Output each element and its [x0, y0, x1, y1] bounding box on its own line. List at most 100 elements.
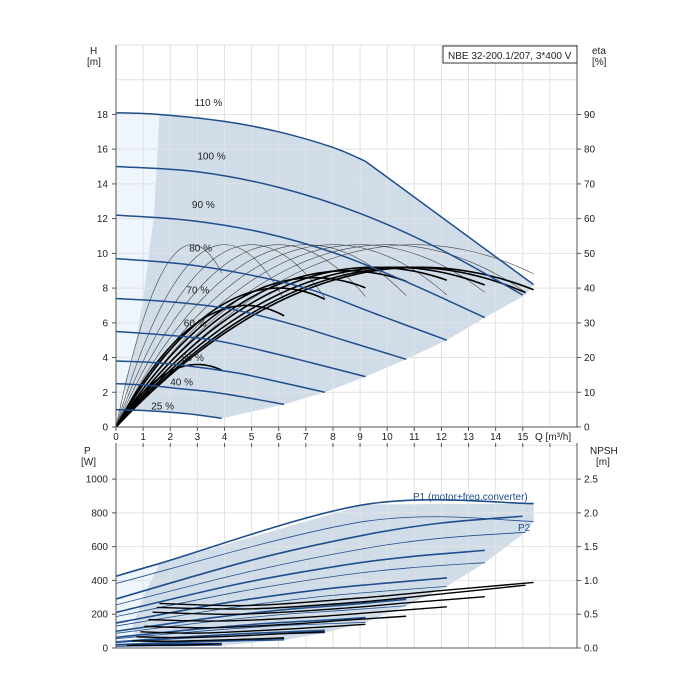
x-tick-label: 6: [276, 432, 282, 443]
eta-total-curve: [115, 266, 526, 428]
x-tick-label: 12: [436, 432, 448, 443]
eta-hydraulic-curve: [115, 244, 526, 428]
eta-total-curve: [115, 276, 366, 428]
y-tick-label: 1000: [86, 475, 109, 486]
p1-curve: [115, 549, 485, 614]
max-curve: [365, 160, 535, 286]
speed-label: 100 %: [197, 152, 225, 163]
title-box: NBE 32-200.1/207, 3*400 V: [442, 45, 578, 64]
speed-label: 110 %: [195, 98, 223, 109]
x-tick-label: 0: [113, 432, 119, 443]
eta-total-curve: [115, 266, 486, 428]
light-region: [116, 112, 160, 427]
power-npsh-chart: 0 200 400 600 800 1000 0.0 0.5 1.0 1.5 2.0 2.5: [86, 443, 598, 655]
y-tick-label: 8: [102, 284, 108, 295]
eta-hydraulic-curve: [115, 244, 366, 428]
speed-label: 60 %: [184, 318, 207, 329]
p1-curve: [115, 598, 407, 633]
y-tick-label: 10: [97, 249, 109, 260]
y-tick-label: 0: [102, 423, 108, 434]
x-tick-label: 8: [330, 432, 336, 443]
y-tick-label: 4: [102, 353, 108, 364]
npsh-curve: [148, 606, 447, 622]
npsh-curve: [132, 637, 285, 642]
p-axis-unit: [W]: [81, 457, 96, 468]
eta-hydraulic-curve: [115, 244, 485, 428]
head-curve: [115, 214, 486, 319]
x-tick-label: 15: [517, 432, 529, 443]
y2-tick-label: 2.0: [584, 508, 598, 519]
y2-tick-label: 1.0: [584, 576, 598, 587]
p2-curve: [115, 562, 485, 617]
eta-hydraulic-curve: [115, 244, 407, 428]
head-curve: [115, 330, 366, 378]
head-curve: [115, 382, 285, 406]
y2-tick-label: 30: [584, 318, 596, 329]
p2-curve: [115, 585, 447, 627]
head-curve: [115, 111, 366, 163]
chart-title: NBE 32-200.1/207, 3*400 V: [448, 51, 572, 62]
p-axis-label: P: [84, 446, 91, 457]
y2-tick-label: 90: [584, 110, 596, 121]
eta-total-curve: [115, 269, 407, 428]
y2-tick-label: 80: [584, 145, 596, 156]
y-tick-label: 0: [102, 644, 108, 655]
y-tick-label: 600: [91, 542, 108, 553]
p2-curve: [115, 531, 526, 606]
y2-tick-label: 10: [584, 388, 596, 399]
y-tick-label: 200: [91, 610, 108, 621]
p2-curve: [115, 645, 222, 647]
head-curve: [115, 408, 222, 420]
y2-tick-label: 0.5: [584, 610, 598, 621]
npsh-curve: [140, 623, 366, 634]
head-curve: [115, 165, 524, 296]
p1-curve: [115, 515, 523, 600]
x-tick-label: 5: [249, 432, 255, 443]
y2-tick-label: 0: [584, 423, 590, 434]
speed-label: 70 %: [187, 285, 210, 296]
x-tick-label: 10: [382, 432, 394, 443]
x-tick-label: 1: [140, 432, 146, 443]
y-tick-label: 12: [97, 214, 109, 225]
x-tick-label: 13: [463, 432, 475, 443]
y2-tick-label: 70: [584, 179, 596, 190]
x-tick-label: 3: [195, 432, 201, 443]
y2-tick-label: 2.5: [584, 475, 598, 486]
y2-tick-label: 1.5: [584, 542, 598, 553]
y-tick-label: 2: [102, 388, 108, 399]
eta-hydraulic-curve: [115, 244, 285, 428]
y-tick-label: 16: [97, 145, 109, 156]
speed-label: 80 %: [189, 244, 212, 255]
light-region: [116, 563, 160, 648]
y-tick-label: 400: [91, 576, 108, 587]
p2-series-label: P2: [518, 523, 531, 534]
speed-label: 90 %: [192, 200, 215, 211]
head-curve: [115, 257, 448, 341]
npsh-curve: [144, 615, 407, 629]
y-tick-label: 18: [97, 110, 109, 121]
y-tick-label: 14: [97, 179, 109, 190]
x-tick-label: 7: [303, 432, 309, 443]
p1-curve: [115, 498, 534, 577]
p2-curve: [115, 621, 366, 640]
speed-label: 50 %: [181, 353, 204, 364]
y2-tick-label: 50: [584, 249, 596, 260]
p1-series-label: P1 (motor+freq.converter): [413, 492, 528, 503]
p1-curve: [115, 642, 222, 646]
y-tick-label: 800: [91, 508, 108, 519]
eta-axis-label: eta: [592, 46, 606, 57]
npsh-curve: [159, 581, 534, 607]
y2-tick-label: 40: [584, 284, 596, 295]
speed-label: 40 %: [170, 377, 193, 388]
y2-tick-label: 20: [584, 353, 596, 364]
x-tick-label: 11: [409, 432, 420, 443]
p2-curve: [115, 605, 407, 634]
q-axis-label: Q [m³/h]: [535, 432, 571, 443]
y-tick-label: 6: [102, 318, 108, 329]
x-tick-label: 14: [490, 432, 502, 443]
x-tick-label: 2: [167, 432, 173, 443]
eta-hydraulic-curve: [115, 244, 223, 428]
p1-curve: [115, 577, 447, 624]
y2-tick-label: 0.0: [584, 644, 598, 655]
